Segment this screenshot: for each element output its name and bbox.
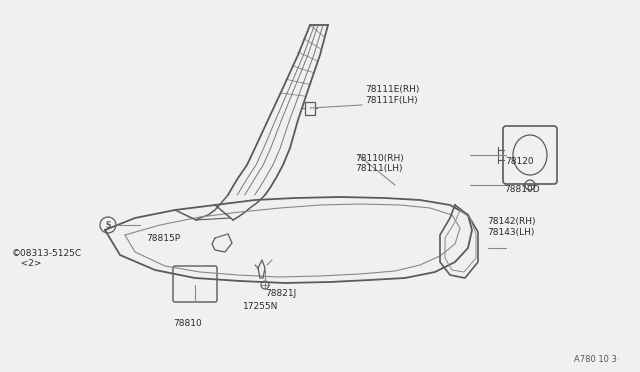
Text: 78815P: 78815P [146, 234, 180, 243]
Text: S: S [106, 221, 111, 230]
Text: ©08313-5125C
   <2>: ©08313-5125C <2> [12, 249, 82, 268]
Text: 17255N: 17255N [243, 302, 278, 311]
Text: 78810: 78810 [173, 319, 202, 328]
Text: 78810D: 78810D [504, 185, 540, 194]
Text: 78110(RH)
78111(LH): 78110(RH) 78111(LH) [355, 154, 404, 173]
Text: 78821J: 78821J [266, 289, 297, 298]
Text: A780 10 3·: A780 10 3· [575, 355, 620, 364]
Text: 78120: 78120 [506, 157, 534, 166]
Text: 78142(RH)
78143(LH): 78142(RH) 78143(LH) [488, 217, 536, 237]
Text: 78111E(RH)
78111F(LH): 78111E(RH) 78111F(LH) [365, 85, 419, 105]
